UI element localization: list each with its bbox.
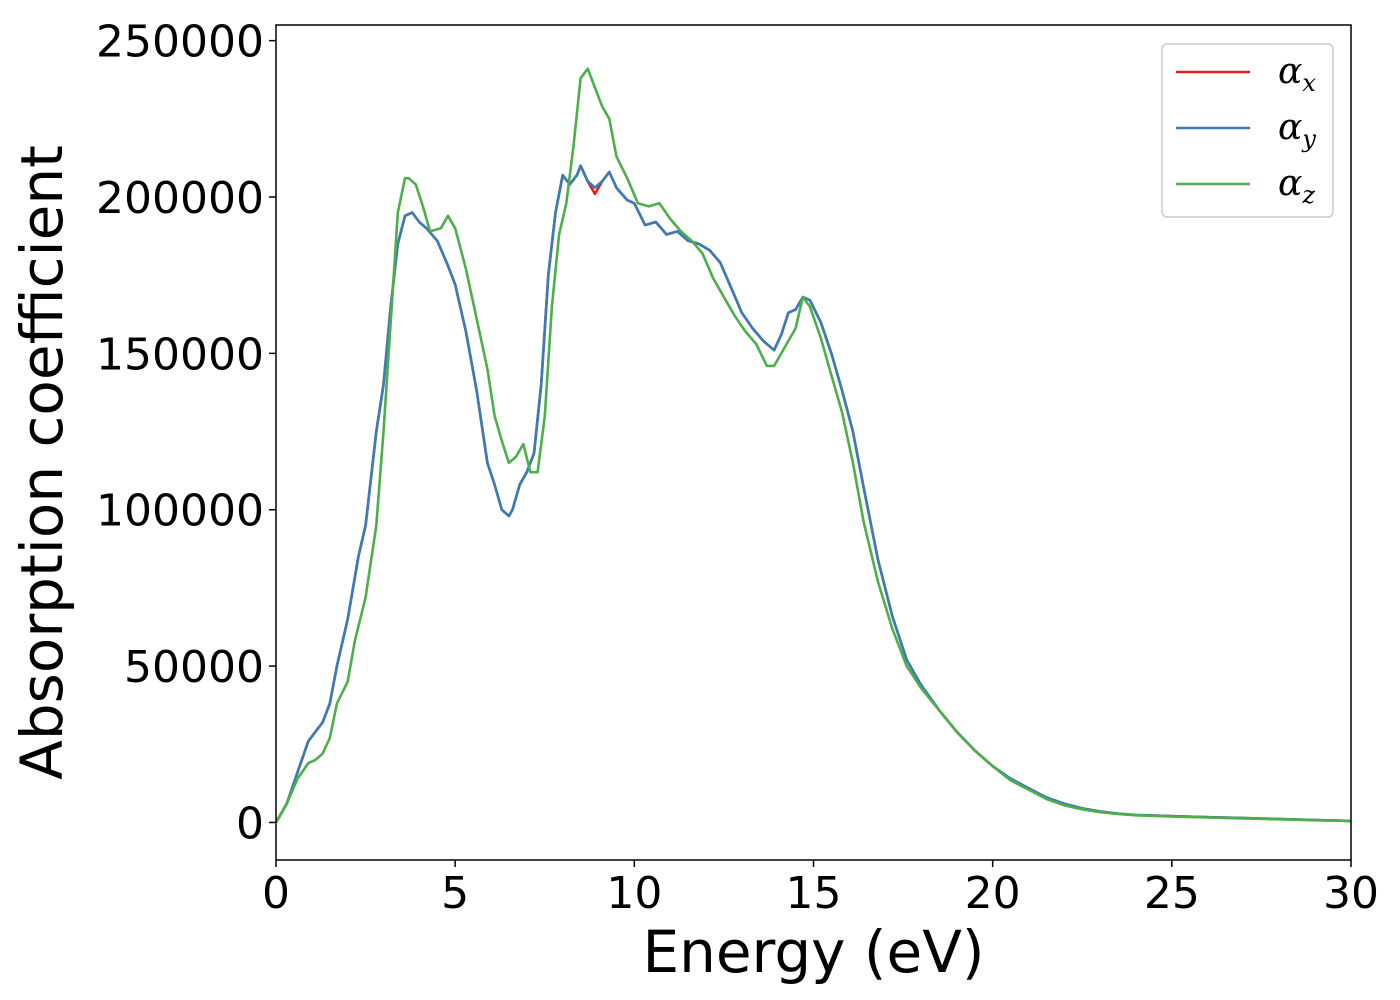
- y-tick-label: 150000: [96, 329, 264, 380]
- series-line-y: [274, 164, 1352, 824]
- y-tick-label: 250000: [96, 17, 264, 68]
- plot-lines: [274, 67, 1352, 824]
- y-tick-label: 200000: [96, 173, 264, 224]
- x-tick-label: 25: [1144, 868, 1200, 919]
- y-tick-label: 50000: [124, 642, 264, 693]
- y-tick-label: 0: [236, 798, 264, 849]
- x-tick-label: 0: [262, 868, 290, 919]
- x-tick-label: 30: [1323, 868, 1379, 919]
- legend-symbol: α: [1278, 107, 1302, 148]
- legend-label-x: αx: [1278, 51, 1316, 97]
- y-axis-ticks: 0 50000 100000 150000 200000 250000: [96, 17, 276, 849]
- x-tick-label: 15: [786, 868, 842, 919]
- legend-symbol: α: [1278, 163, 1302, 204]
- legend-subscript: z: [1301, 181, 1315, 209]
- x-tick-label: 20: [965, 868, 1021, 919]
- y-tick-label: 100000: [96, 486, 264, 537]
- y-axis-title: Absorption coefficient: [8, 145, 76, 780]
- legend-box: [1161, 43, 1334, 218]
- legend-label-z: αz: [1278, 163, 1315, 209]
- x-axis-ticks: 0 5 10 15 20 25 30: [262, 860, 1379, 919]
- x-tick-label: 10: [606, 868, 662, 919]
- series-line-z: [274, 67, 1352, 824]
- legend-label-y: αy: [1278, 107, 1316, 153]
- legend-symbol: α: [1278, 51, 1302, 92]
- legend-subscript: x: [1302, 69, 1316, 97]
- x-axis-title: Energy (eV): [642, 918, 984, 986]
- legend-subscript: y: [1301, 125, 1316, 153]
- series-line-x: [274, 164, 1352, 824]
- x-tick-label: 5: [441, 868, 469, 919]
